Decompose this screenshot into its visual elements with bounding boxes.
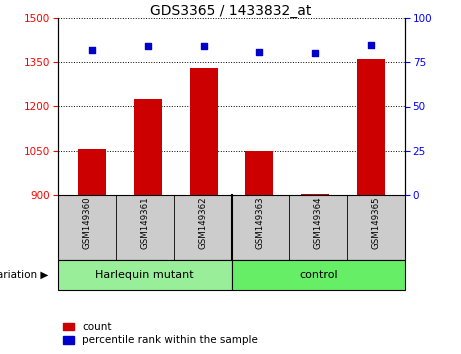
Bar [189,68,218,195]
Text: GDS3365 / 1433832_at: GDS3365 / 1433832_at [150,4,311,18]
Bar [77,149,106,195]
Point [368,42,375,47]
Point [144,44,151,49]
Text: GSM149362: GSM149362 [198,197,207,250]
Point [256,49,263,55]
Point [88,47,95,53]
Text: genotype/variation ▶: genotype/variation ▶ [0,270,49,280]
Legend: count, percentile rank within the sample: count, percentile rank within the sample [63,322,258,345]
Text: Harlequin mutant: Harlequin mutant [95,270,194,280]
Bar [246,151,273,195]
Text: GSM149363: GSM149363 [256,197,265,250]
Bar [357,59,385,195]
Text: control: control [299,270,337,280]
Point [312,51,319,56]
Text: GSM149360: GSM149360 [83,197,91,250]
Bar [134,99,161,195]
Text: GSM149364: GSM149364 [314,197,323,250]
Bar [301,194,330,195]
Text: GSM149361: GSM149361 [140,197,149,250]
Text: GSM149365: GSM149365 [372,197,381,250]
Point [200,44,207,49]
